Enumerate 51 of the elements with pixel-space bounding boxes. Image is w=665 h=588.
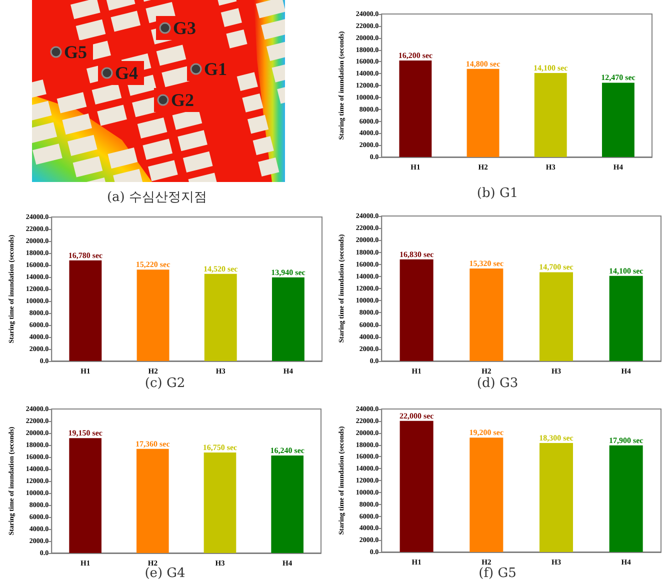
data-label: 14,700 sec [539, 262, 574, 272]
bar [400, 259, 434, 361]
bar [534, 72, 567, 157]
data-label: 12,470 sec [601, 73, 636, 82]
data-label: 16,240 sec [270, 446, 305, 456]
text: G3 [173, 18, 196, 38]
data-label: 15,220 sec [136, 260, 171, 270]
data-label: 17,900 sec [608, 436, 644, 445]
text: (d) G3 [476, 376, 518, 391]
data-label: 16,830 sec [399, 250, 434, 259]
bar [69, 438, 102, 553]
data-label: 18,300 sec [539, 433, 574, 442]
bar [539, 442, 574, 552]
bar [400, 420, 434, 552]
bar [466, 68, 500, 157]
data-label: 16,200 sec [398, 50, 433, 60]
data-label: 14,100 sec [608, 266, 644, 276]
data-label: 14,520 sec [204, 264, 238, 274]
text: G1 [204, 59, 228, 79]
data-label: 14,800 sec [466, 59, 501, 68]
bar [399, 60, 432, 157]
data-label: 19,150 sec [68, 428, 103, 438]
bar [609, 445, 643, 552]
text: (b) G1 [476, 186, 518, 201]
text: G4 [115, 63, 138, 83]
bar [271, 456, 304, 553]
bar [539, 272, 574, 361]
data-label: 16,750 sec [202, 443, 238, 452]
data-label: 15,320 sec [469, 258, 504, 268]
bar [136, 448, 169, 553]
text: (a) 수심산정지점 [106, 189, 208, 206]
bar [69, 260, 102, 361]
bar [609, 276, 643, 361]
data-label: 19,200 sec [469, 428, 504, 438]
bar [470, 268, 504, 361]
bar [272, 277, 304, 361]
data-label: 13,940 sec [271, 268, 306, 277]
bar [470, 438, 504, 552]
bar [136, 270, 170, 361]
data-label: 14,100 sec [534, 63, 568, 72]
data-label: 16,780 sec [68, 250, 103, 260]
data-label: 22,000 sec [399, 411, 434, 420]
bar [204, 274, 237, 361]
text: G5 [64, 42, 88, 62]
text: G2 [171, 90, 194, 110]
text: (f) G5 [478, 566, 516, 581]
text: (e) G4 [144, 566, 186, 581]
bar [602, 82, 634, 157]
bar [204, 452, 236, 553]
data-label: 17,360 sec [136, 439, 170, 448]
text: (c) G2 [144, 376, 186, 391]
